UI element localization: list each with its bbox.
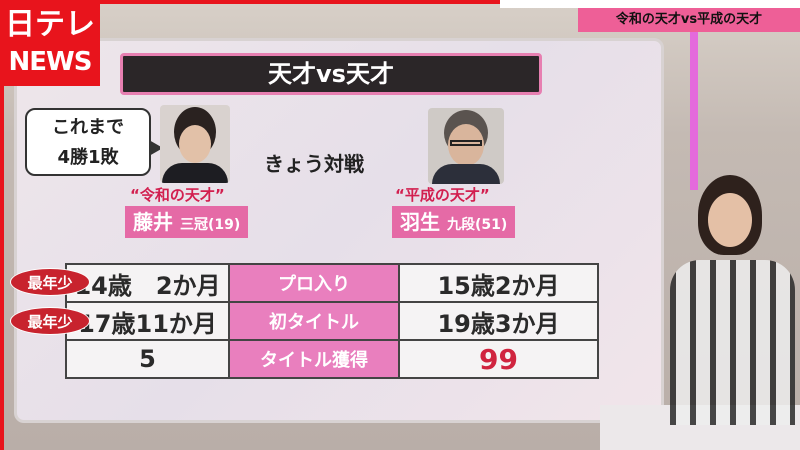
bubble-line: 4勝1敗 <box>57 147 119 168</box>
studio-light <box>690 30 698 190</box>
fujii-value: 5 <box>65 339 230 379</box>
fujii-value: 17歳11か月 <box>65 301 230 341</box>
habu-photo <box>428 108 504 184</box>
fujii-photo <box>160 105 230 183</box>
ticker-strip <box>500 0 800 8</box>
youngest-badge: 最年少 <box>10 307 90 335</box>
topic-caption: 令和の天才vs平成の天才 <box>578 8 800 32</box>
habu-value: 15歳2か月 <box>398 263 599 303</box>
logo-text: 日テレ <box>5 7 95 42</box>
record-bubble: これまで 4勝1敗 <box>25 108 163 176</box>
fujii-nickname: “令和の天才” <box>130 186 225 204</box>
fujii-name-label: 藤井 三冠(19) <box>125 206 249 238</box>
habu-nickname: “平成の天才” <box>395 186 490 204</box>
row-label: 初タイトル <box>228 301 400 341</box>
habu-value: 19歳3か月 <box>398 301 599 341</box>
fujii-rank: 三冠(19) <box>179 217 241 233</box>
table-row: 5 タイトル獲得 99 <box>65 339 599 379</box>
fujii-name: 藤井 <box>133 210 173 234</box>
habu-rank: 九段(51) <box>446 217 508 233</box>
habu-name-label: 羽生 九段(51) <box>392 206 516 238</box>
table-row: 17歳11か月 初タイトル 19歳3か月 <box>65 301 599 341</box>
habu-value: 99 <box>398 339 599 379</box>
fujii-value: 14歳 2か月 <box>65 263 230 303</box>
habu-name: 羽生 <box>400 210 440 234</box>
bubble-line: これまで <box>52 117 124 138</box>
today-match-label: きょう対戦 <box>264 152 364 176</box>
board-title: 天才vs天才 <box>120 53 542 95</box>
youngest-badge: 最年少 <box>10 268 90 296</box>
table-row: 14歳 2か月 プロ入り 15歳2か月 <box>65 263 599 303</box>
presenter <box>660 175 800 425</box>
channel-logo: 日テレ NEWS <box>0 0 100 86</box>
comparison-table: 14歳 2か月 プロ入り 15歳2か月 17歳11か月 初タイトル 19歳3か月… <box>65 263 599 379</box>
row-label: プロ入り <box>228 263 400 303</box>
logo-news: NEWS <box>8 47 93 77</box>
row-label: タイトル獲得 <box>228 339 400 379</box>
